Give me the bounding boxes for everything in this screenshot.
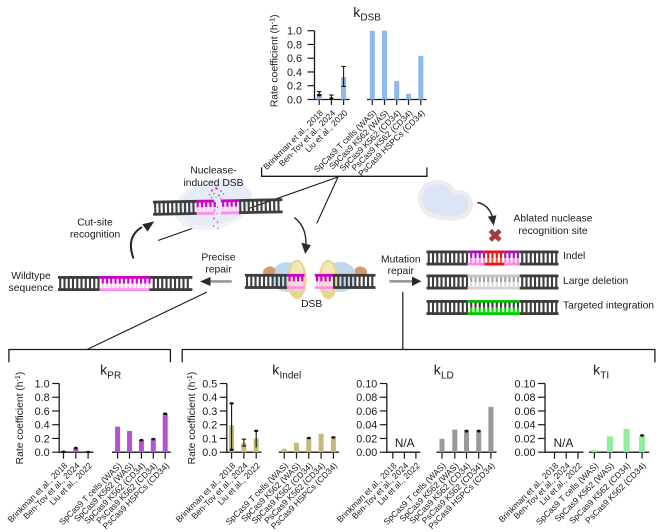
svg-text:0.5: 0.5 <box>202 378 217 390</box>
svg-text:PR: PR <box>107 371 121 382</box>
svg-text:0.06: 0.06 <box>514 406 535 418</box>
svg-text:Rate coefficient (h-1): Rate coefficient (h-1) <box>13 372 26 465</box>
svg-text:repair: repair <box>205 265 232 276</box>
svg-text:LD: LD <box>441 371 454 382</box>
svg-text:Ablated nuclease: Ablated nuclease <box>513 214 592 225</box>
svg-text:1.0: 1.0 <box>35 378 50 390</box>
svg-text:Large deletion: Large deletion <box>563 276 629 287</box>
svg-text:Rate coefficient (h-1): Rate coefficient (h-1) <box>268 14 281 107</box>
svg-text:0.0: 0.0 <box>287 94 302 106</box>
svg-text:0.6: 0.6 <box>287 53 302 65</box>
svg-text:Indel: Indel <box>563 251 585 262</box>
svg-text:0.1: 0.1 <box>202 433 217 445</box>
svg-text:0.4: 0.4 <box>287 67 302 79</box>
svg-text:0.2: 0.2 <box>202 420 217 432</box>
svg-text:k: k <box>353 4 361 20</box>
svg-text:k: k <box>272 362 280 378</box>
svg-text:0.06: 0.06 <box>356 406 377 418</box>
svg-text:0.8: 0.8 <box>35 392 50 404</box>
svg-text:k: k <box>434 362 442 378</box>
svg-text:N/A: N/A <box>395 436 415 450</box>
svg-text:0.0: 0.0 <box>35 447 50 459</box>
svg-text:Nuclease-: Nuclease- <box>190 165 236 176</box>
svg-text:DSB: DSB <box>360 13 381 24</box>
svg-text:0.04: 0.04 <box>356 420 377 432</box>
svg-text:1.0: 1.0 <box>287 26 302 38</box>
svg-text:Wildtype: Wildtype <box>11 271 51 282</box>
svg-text:Targeted integration: Targeted integration <box>563 301 654 312</box>
svg-text:0.0: 0.0 <box>202 447 217 459</box>
svg-text:Rate coefficient (h-1): Rate coefficient (h-1) <box>185 372 198 465</box>
svg-text:0.00: 0.00 <box>356 447 377 459</box>
svg-text:0.04: 0.04 <box>514 420 535 432</box>
svg-text:0.02: 0.02 <box>514 433 535 445</box>
svg-text:Indel: Indel <box>280 371 302 382</box>
svg-text:repair: repair <box>388 266 415 277</box>
svg-text:DSB: DSB <box>301 299 322 310</box>
svg-text:0.2: 0.2 <box>35 433 50 445</box>
svg-text:0.00: 0.00 <box>514 447 535 459</box>
svg-text:sequence: sequence <box>9 283 54 294</box>
svg-text:recognition site: recognition site <box>518 226 588 237</box>
svg-text:Cut-site: Cut-site <box>77 218 113 229</box>
svg-text:recognition: recognition <box>70 230 121 241</box>
svg-text:0.3: 0.3 <box>202 406 217 418</box>
svg-text:0.08: 0.08 <box>356 392 377 404</box>
svg-text:N/A: N/A <box>554 436 574 450</box>
svg-text:induced DSB: induced DSB <box>183 178 243 189</box>
svg-text:0.08: 0.08 <box>514 392 535 404</box>
svg-text:Mutation: Mutation <box>381 255 421 266</box>
svg-text:k: k <box>593 362 601 378</box>
svg-text:Precise: Precise <box>201 253 236 264</box>
svg-text:0.8: 0.8 <box>287 39 302 51</box>
svg-text:0.02: 0.02 <box>356 433 377 445</box>
svg-text:0.4: 0.4 <box>202 392 217 404</box>
svg-text:0.10: 0.10 <box>514 378 535 390</box>
svg-text:0.6: 0.6 <box>35 406 50 418</box>
svg-text:k: k <box>100 362 108 378</box>
svg-text:TI: TI <box>600 371 609 382</box>
svg-text:0.2: 0.2 <box>287 81 302 93</box>
svg-text:0.10: 0.10 <box>356 378 377 390</box>
svg-text:0.4: 0.4 <box>35 420 50 432</box>
